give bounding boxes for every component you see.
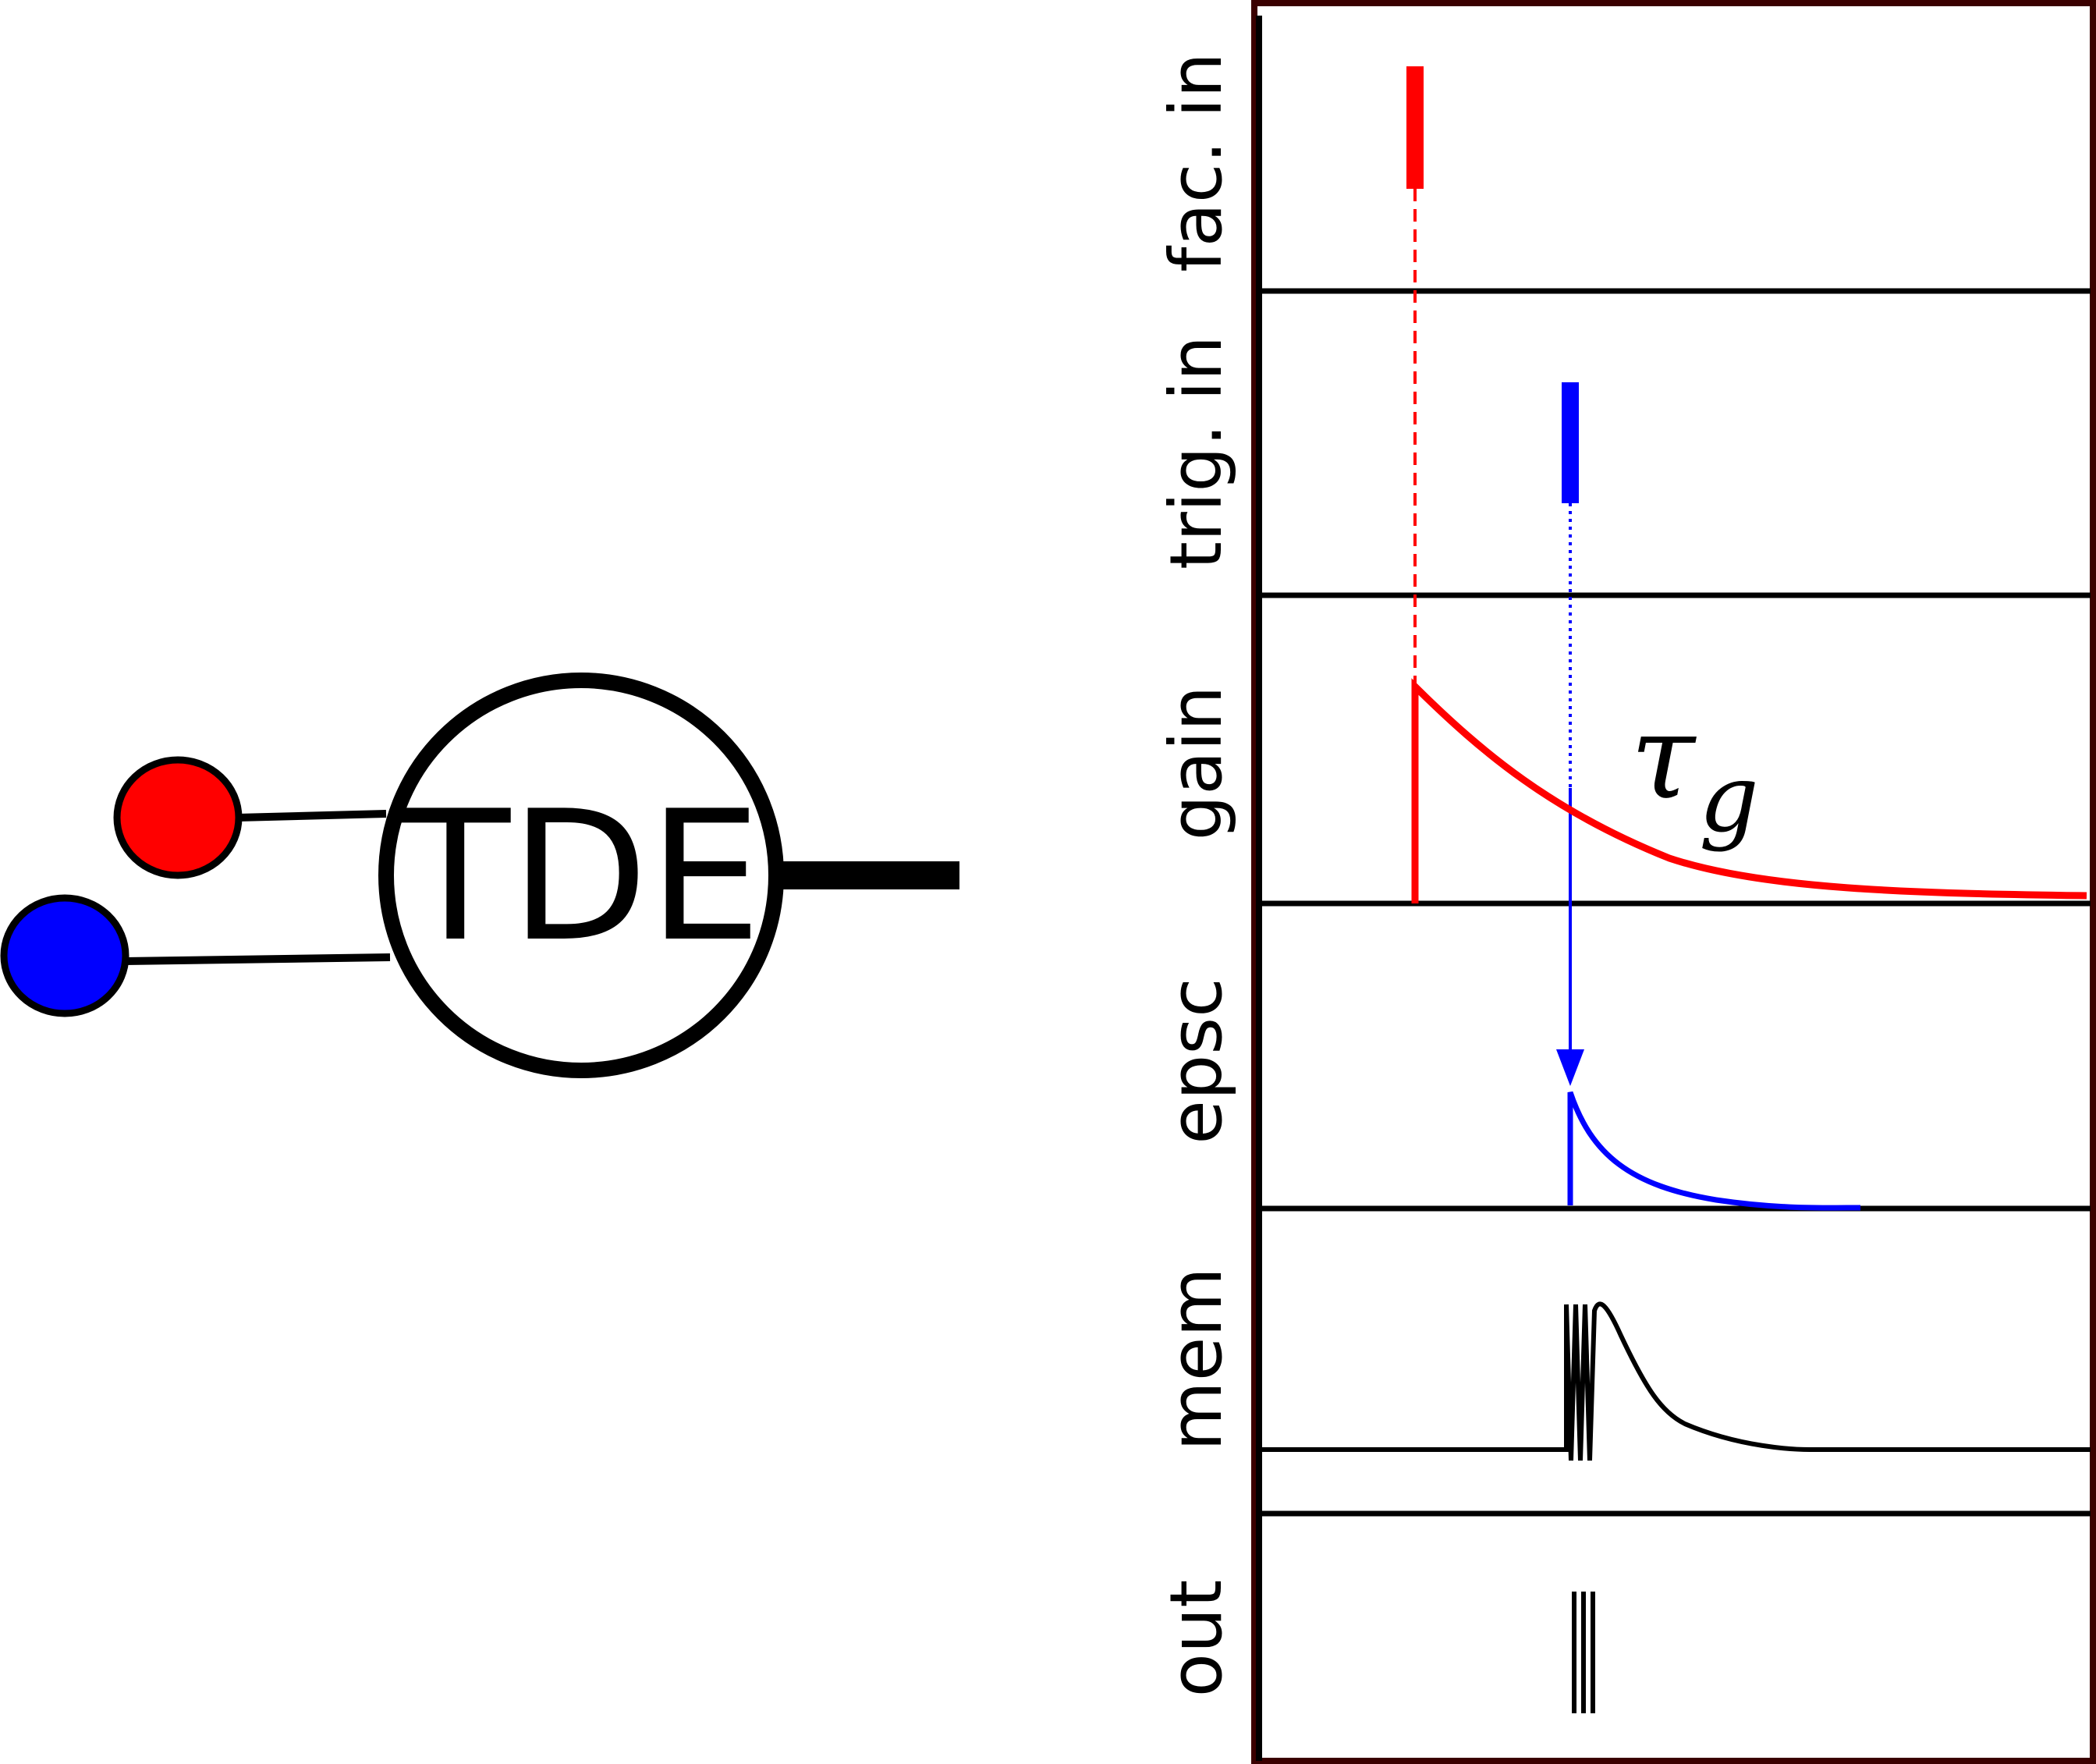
row-label-trig-in: trig. in bbox=[1154, 335, 1238, 570]
tau-subscript: g bbox=[1699, 745, 1759, 854]
gain-trace bbox=[1411, 678, 2087, 903]
membrane-trace bbox=[1259, 1301, 2091, 1461]
row-label-mem: mem bbox=[1154, 1267, 1238, 1451]
fac-input-wire bbox=[237, 810, 387, 822]
tde-label: TDE bbox=[400, 773, 762, 981]
fac-synapse-dot bbox=[113, 756, 243, 879]
gain-time-constant: τ g bbox=[1630, 690, 1759, 854]
epsc-trace bbox=[1567, 1091, 1861, 1211]
trig-input-wire bbox=[124, 953, 391, 965]
row-label-gain: gain bbox=[1154, 686, 1238, 841]
tau-symbol: τ bbox=[1630, 690, 1697, 825]
row-label-out: out bbox=[1154, 1580, 1238, 1698]
row-label-fac-in: fac. in bbox=[1154, 52, 1238, 272]
trig-to-epsc-arrowhead bbox=[1556, 1049, 1584, 1086]
trig-synapse-dot bbox=[0, 894, 129, 1017]
tde-soma bbox=[378, 673, 784, 1078]
traces-panel: fac. in trig. in gain epsc mem out τ g bbox=[1154, 0, 2096, 1764]
row-label-epsc: epsc bbox=[1154, 978, 1238, 1145]
panel-frame bbox=[1251, 0, 2096, 1764]
neuron-diagram: TDE bbox=[0, 673, 959, 1078]
